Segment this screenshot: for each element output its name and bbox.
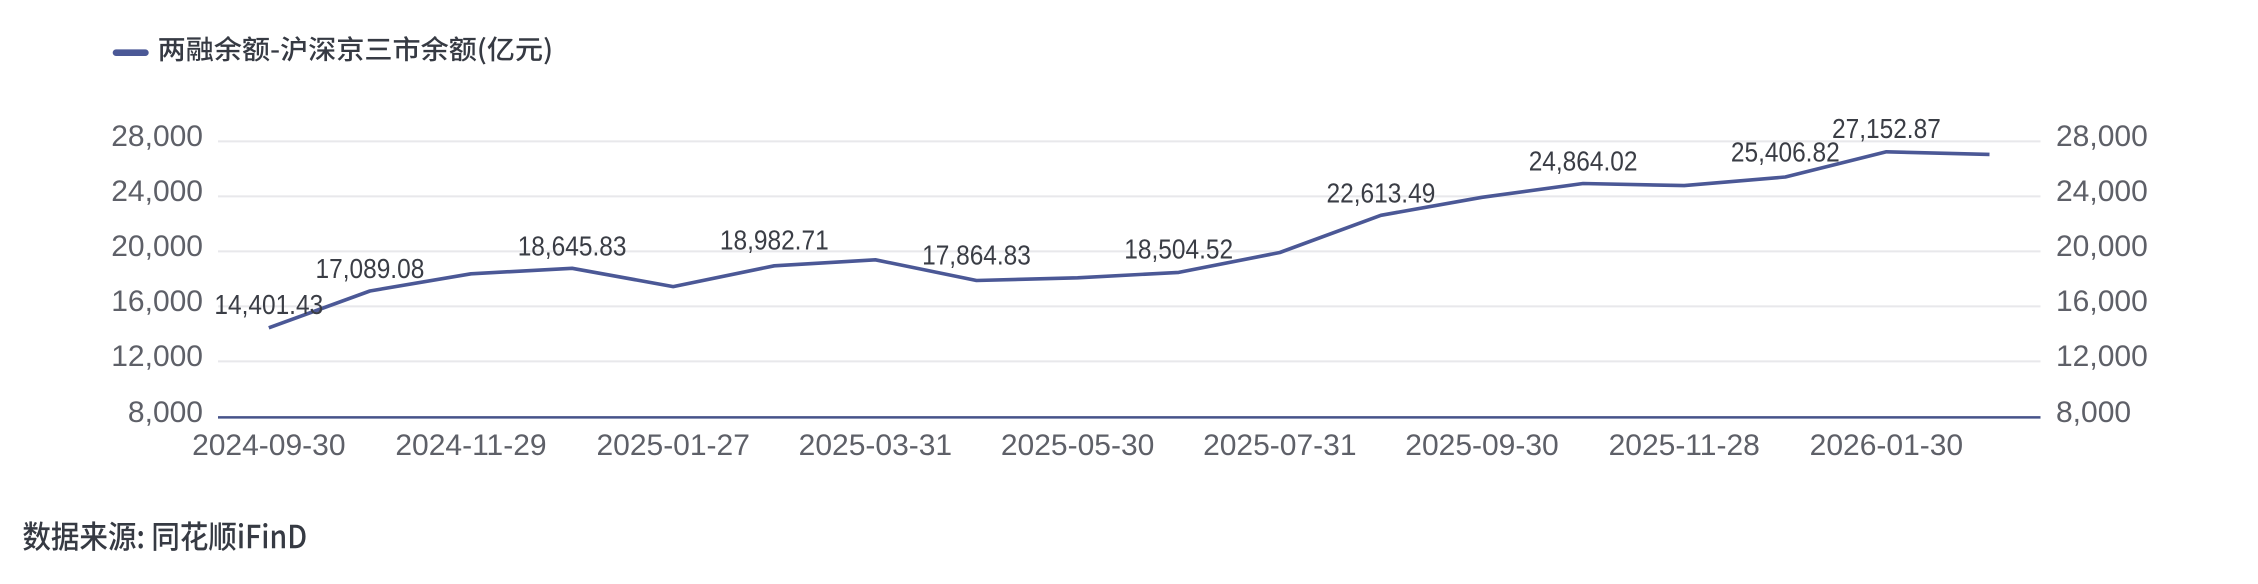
- svg-text:12,000: 12,000: [111, 340, 203, 373]
- svg-text:2026-01-30: 2026-01-30: [1810, 429, 1963, 462]
- svg-text:17,864.83: 17,864.83: [922, 240, 1031, 271]
- svg-text:25,406.82: 25,406.82: [1731, 137, 1840, 168]
- svg-text:2024-09-30: 2024-09-30: [192, 429, 345, 462]
- svg-text:8,000: 8,000: [2056, 396, 2131, 429]
- svg-text:20,000: 20,000: [111, 230, 203, 263]
- svg-text:27,152.87: 27,152.87: [1832, 113, 1941, 144]
- svg-text:8,000: 8,000: [128, 396, 203, 429]
- svg-text:2025-03-31: 2025-03-31: [799, 429, 952, 462]
- svg-text:24,864.02: 24,864.02: [1529, 146, 1638, 177]
- svg-text:18,504.52: 18,504.52: [1124, 233, 1233, 264]
- svg-text:2025-07-31: 2025-07-31: [1203, 429, 1356, 462]
- svg-text:16,000: 16,000: [111, 285, 203, 318]
- svg-text:16,000: 16,000: [2056, 285, 2148, 318]
- svg-text:18,645.83: 18,645.83: [518, 231, 627, 262]
- svg-text:17,089.08: 17,089.08: [316, 253, 425, 284]
- svg-text:28,000: 28,000: [111, 120, 203, 153]
- svg-text:20,000: 20,000: [2056, 230, 2148, 263]
- svg-text:14,401.43: 14,401.43: [214, 289, 323, 320]
- svg-text:2025-11-28: 2025-11-28: [1609, 429, 1760, 462]
- svg-text:18,982.71: 18,982.71: [720, 225, 829, 256]
- svg-text:22,613.49: 22,613.49: [1327, 178, 1436, 209]
- svg-text:24,000: 24,000: [111, 175, 203, 208]
- svg-text:2025-09-30: 2025-09-30: [1405, 429, 1558, 462]
- svg-text:24,000: 24,000: [2056, 175, 2148, 208]
- svg-text:2025-05-30: 2025-05-30: [1001, 429, 1154, 462]
- svg-text:12,000: 12,000: [2056, 340, 2148, 373]
- svg-text:2025-01-27: 2025-01-27: [596, 429, 749, 462]
- svg-text:28,000: 28,000: [2056, 120, 2148, 153]
- svg-text:2024-11-29: 2024-11-29: [395, 429, 546, 462]
